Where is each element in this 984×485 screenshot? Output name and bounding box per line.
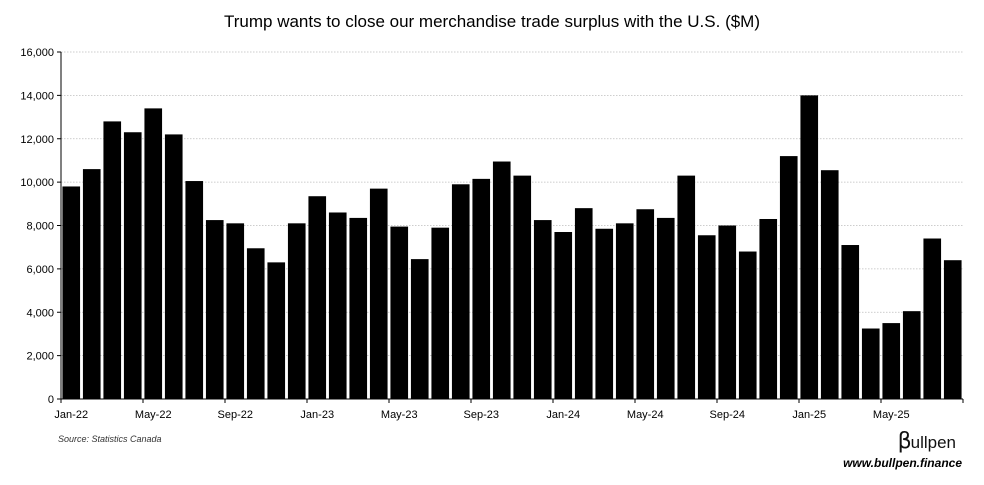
bar-Dec-23 [533, 220, 552, 399]
y-tick-label: 8,000 [26, 221, 54, 233]
bar-Nov-23 [513, 175, 532, 399]
source-note: Source: Statistics Canada [58, 434, 162, 444]
bar-Mar-23 [349, 217, 368, 399]
bar-Nov-22 [267, 262, 286, 399]
beta-logo-icon: β [897, 429, 912, 454]
chart-title: Trump wants to close our merchandise tra… [223, 12, 761, 31]
bar-Apr-25 [861, 328, 880, 399]
x-tick-label: May-22 [135, 409, 172, 421]
y-tick-label: 0 [48, 394, 54, 406]
bar-Feb-24 [574, 208, 593, 399]
x-tick-label: Sep-23 [464, 409, 499, 421]
x-tick-label: Jan-23 [300, 409, 334, 421]
bar-Oct-24 [738, 251, 757, 399]
bar-Jan-22 [62, 186, 81, 399]
y-tick-label: 10,000 [20, 177, 54, 189]
logo-text: ullpen [910, 433, 956, 452]
bar-Apr-22 [123, 132, 142, 399]
bar-May-24 [636, 209, 655, 399]
y-tick-label: 6,000 [26, 264, 54, 276]
bars [62, 95, 962, 400]
x-tick-label: Jan-24 [546, 409, 580, 421]
bar-Sep-22 [226, 223, 245, 399]
bar-Oct-23 [492, 161, 511, 399]
bar-Apr-24 [615, 223, 634, 399]
bar-Mar-25 [841, 245, 860, 399]
x-tick-label: Sep-24 [710, 409, 745, 421]
bar-Aug-22 [205, 220, 224, 399]
bar-May-23 [390, 226, 409, 399]
bar-Jul-22 [185, 181, 204, 399]
bullpen-logo: β ullpen [898, 429, 956, 454]
brand-url: www.bullpen.finance [843, 456, 962, 470]
bar-Jul-25 [923, 238, 942, 399]
bar-Feb-25 [820, 170, 839, 399]
y-tick-label: 16,000 [20, 47, 54, 59]
bar-Sep-23 [472, 178, 491, 399]
bar-Aug-23 [451, 184, 470, 399]
y-tick-label: 2,000 [26, 351, 54, 363]
x-tick-label: Sep-22 [218, 409, 253, 421]
bar-Jan-25 [800, 95, 819, 399]
bar-Feb-22 [82, 169, 101, 399]
x-tick-label: May-25 [873, 409, 910, 421]
x-tick-label: Jan-22 [54, 409, 88, 421]
bar-Aug-25 [943, 260, 962, 399]
bar-Mar-24 [595, 228, 614, 399]
y-tick-label: 12,000 [20, 134, 54, 146]
bar-May-25 [882, 323, 901, 399]
bar-Jun-24 [656, 217, 675, 399]
bar-Jan-24 [554, 232, 573, 399]
bar-Nov-24 [759, 218, 778, 399]
bar-Jan-23 [308, 196, 327, 399]
bar-Jun-23 [410, 259, 429, 399]
bar-Dec-22 [287, 223, 306, 399]
bar-May-22 [144, 108, 163, 399]
bar-Apr-23 [369, 188, 388, 399]
bar-Sep-24 [718, 225, 737, 399]
y-tick-labels: 0 2,000 4,000 6,000 8,000 10,000 12,000 14,000 1… [20, 47, 54, 406]
bar-Aug-24 [697, 235, 716, 399]
bar-Jun-25 [902, 311, 921, 399]
x-tick-label: Jan-25 [792, 409, 826, 421]
axes [57, 51, 964, 403]
bar-Dec-24 [779, 156, 798, 399]
bar-Jul-23 [431, 227, 450, 399]
bar-Feb-23 [328, 212, 347, 399]
x-tick-label: May-24 [627, 409, 664, 421]
y-tick-label: 14,000 [20, 90, 54, 102]
bar-Jun-22 [164, 134, 183, 399]
x-tick-label: May-23 [381, 409, 418, 421]
y-tick-label: 4,000 [26, 307, 54, 319]
bar-Oct-22 [246, 248, 265, 399]
bar-Mar-22 [103, 121, 122, 400]
bar-Jul-24 [677, 175, 696, 399]
x-tick-labels: Jan-22 May-22 Sep-22 Jan-23 May-23 Sep-23 Jan-… [54, 409, 909, 421]
